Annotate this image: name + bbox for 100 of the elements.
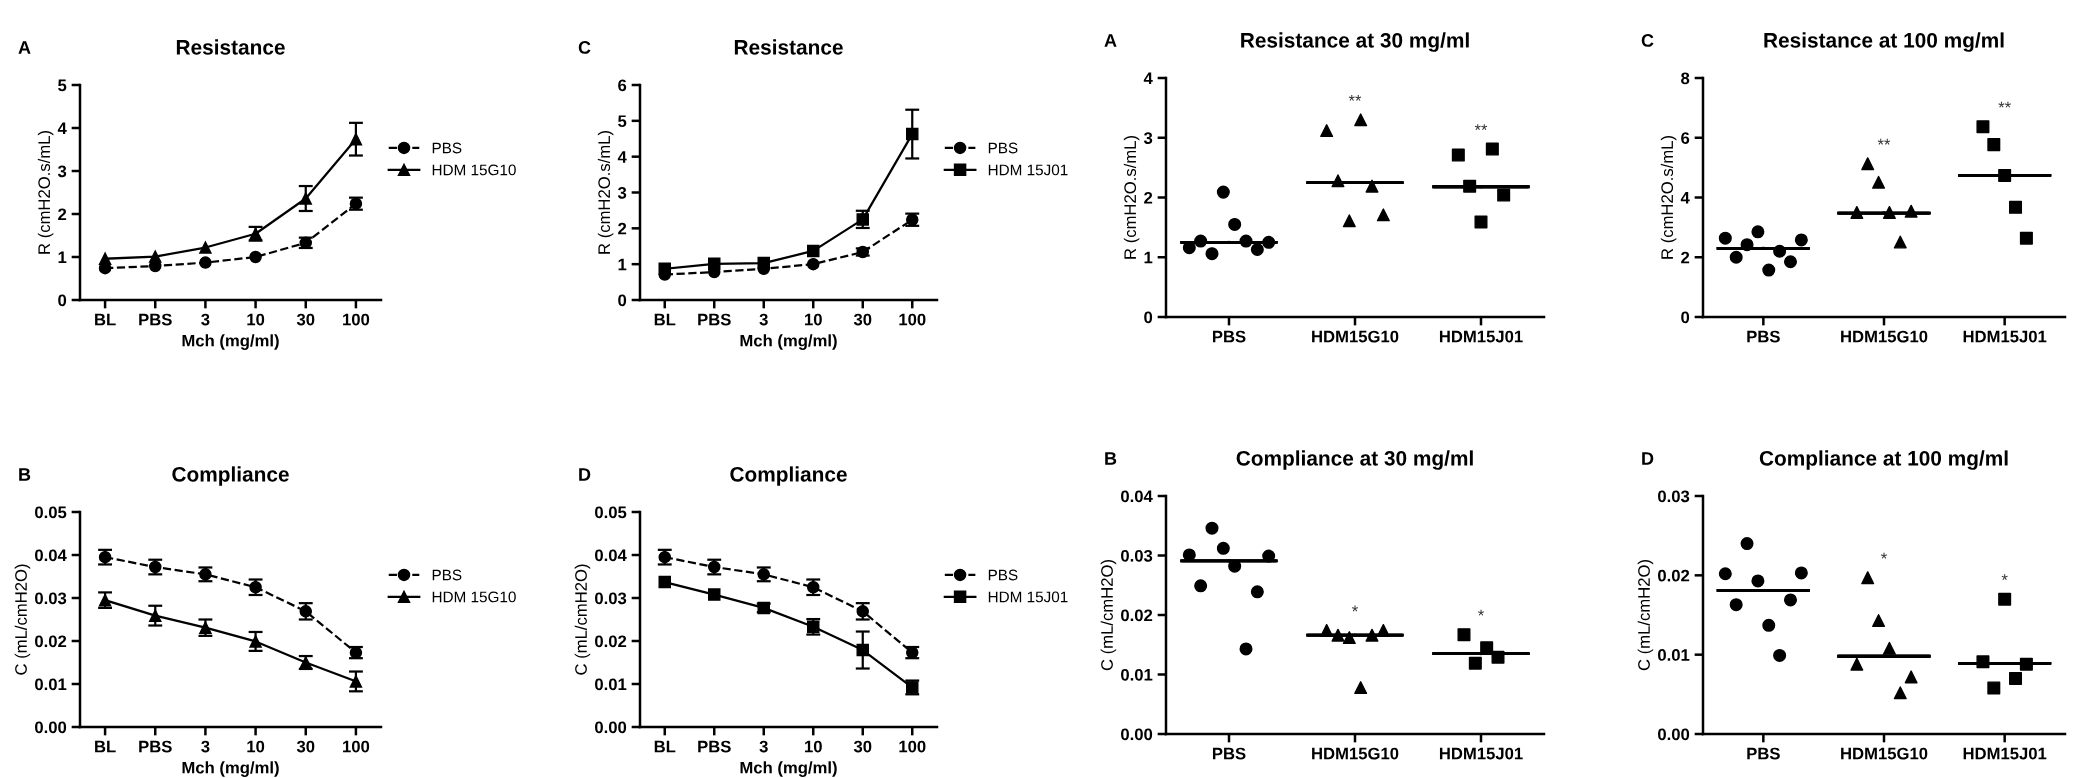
point <box>757 256 771 270</box>
y-tick-label: 0.04 <box>1121 490 1153 503</box>
legend-label: HDM 15J01 <box>988 164 1068 176</box>
y-axis-title: R (cmH2O.s/mL) <box>1123 136 1140 259</box>
annotation: ** <box>1998 101 2011 108</box>
x-tick-label: 30 <box>853 313 872 326</box>
legend-label: HDM 15J01 <box>988 591 1068 603</box>
y-tick-label: 0.03 <box>595 592 627 605</box>
legend-label: PBS <box>432 142 462 154</box>
text: C <box>578 41 591 54</box>
x-tick-label: BL <box>654 740 676 753</box>
y-axis-title: R (cmH2O.s/mL) <box>1660 136 1677 259</box>
y-tick-label: 1 <box>1144 251 1153 264</box>
y-tick-label: 3 <box>1143 132 1153 144</box>
point <box>98 252 112 265</box>
text: B <box>19 468 31 481</box>
y-axis-title: C (mL/cmH2O) <box>1100 560 1117 671</box>
y-tick-label: 5 <box>58 79 67 92</box>
point <box>199 256 212 269</box>
point <box>856 213 870 226</box>
x-tick-label: PBS <box>698 740 731 753</box>
y-tick-label: 0.03 <box>1658 490 1690 503</box>
y-tick-label: 0.04 <box>595 549 627 562</box>
point <box>806 244 820 258</box>
y-tick-label: 2 <box>1144 191 1153 204</box>
chart-title: Resistance at 30 mg/ml <box>1241 32 1469 52</box>
y-tick-label: 1 <box>58 251 67 264</box>
y-tick-label: 2 <box>618 222 627 235</box>
legend-label: HDM 15G10 <box>432 591 516 603</box>
y-tick-label: 6 <box>1681 132 1690 144</box>
x-axis-title: Mch (mg/ml) <box>740 334 837 350</box>
point <box>707 257 721 271</box>
y-tick-label: 0.01 <box>595 678 627 691</box>
y-tick-label: 4 <box>1143 72 1153 85</box>
x-tick-label: BL <box>95 313 116 326</box>
y-tick-label: 0.05 <box>595 506 627 519</box>
y-axis-title: C (mL/cmH2O) <box>14 564 31 675</box>
text: B <box>1105 452 1117 465</box>
text: A <box>18 41 31 54</box>
y-axis-title: C (mL/cmH2O) <box>574 564 591 675</box>
text: C <box>1641 34 1654 47</box>
y-tick-label: 0.02 <box>595 635 627 648</box>
point <box>658 575 672 589</box>
y-tick-label: 0.03 <box>1121 549 1153 562</box>
x-tick-label: PBS <box>1747 747 1780 760</box>
x-tick-label: 100 <box>899 740 926 753</box>
y-tick-label: 0.00 <box>1121 728 1153 741</box>
y-tick-label: 0.00 <box>35 721 67 734</box>
annotation: ** <box>1474 124 1488 131</box>
x-tick-label: HDM15G10 <box>1312 330 1399 343</box>
point <box>249 250 262 264</box>
chart-title: Compliance <box>172 466 289 486</box>
legend-label: PBS <box>432 569 462 581</box>
x-tick-label: HDM15J01 <box>1439 747 1523 760</box>
y-tick-label: 0.00 <box>1658 728 1690 741</box>
x-tick-label: 3 <box>201 313 210 326</box>
y-tick-label: 0.05 <box>35 506 67 519</box>
point <box>148 250 162 263</box>
y-tick-label: 0.02 <box>1658 569 1690 582</box>
x-tick-label: PBS <box>1212 330 1246 343</box>
x-tick-label: PBS <box>139 740 172 753</box>
y-axis-title: R (cmH2O.s/mL) <box>37 131 54 254</box>
legend-label: HDM 15G10 <box>432 164 516 176</box>
y-axis-title: C (mL/cmH2O) <box>1637 560 1654 671</box>
y-tick-label: 2 <box>1681 251 1690 264</box>
x-tick-label: BL <box>654 313 676 326</box>
point <box>806 257 820 271</box>
x-axis-title: Mch (mg/ml) <box>182 761 279 777</box>
point <box>707 588 721 601</box>
point <box>199 241 212 254</box>
x-tick-label: PBS <box>698 313 731 326</box>
y-axis-title: R (cmH2O.s/mL) <box>597 131 614 254</box>
chart-title: Resistance at 100 mg/ml <box>1764 32 2004 52</box>
x-tick-label: BL <box>95 740 116 753</box>
x-axis-title: Mch (mg/ml) <box>182 334 279 350</box>
chart-title: Compliance at 100 mg/ml <box>1759 450 2008 470</box>
x-tick-label: HDM15J01 <box>1963 747 2047 760</box>
x-tick-label: PBS <box>1212 747 1246 760</box>
x-tick-label: 10 <box>805 740 822 753</box>
legend-label: PBS <box>988 142 1018 154</box>
annotation: * <box>1478 609 1484 616</box>
text: D <box>1642 452 1654 465</box>
chart-title: Resistance <box>176 39 285 55</box>
text: D <box>579 468 591 481</box>
x-tick-label: 10 <box>247 740 265 753</box>
x-tick-label: 100 <box>343 740 370 753</box>
x-tick-label: HDM15J01 <box>1963 330 2047 343</box>
y-tick-label: 5 <box>618 115 627 128</box>
annotation: ** <box>1877 138 1891 145</box>
y-tick-label: 0.00 <box>595 721 627 734</box>
y-tick-label: 3 <box>617 186 627 199</box>
x-tick-label: PBS <box>139 313 172 326</box>
y-tick-label: 0 <box>1681 311 1690 324</box>
y-tick-label: 0 <box>618 294 627 307</box>
legend-label: PBS <box>988 569 1018 581</box>
y-tick-label: 0 <box>58 294 67 307</box>
y-tick-label: 4 <box>1680 192 1690 204</box>
y-tick-label: 4 <box>57 122 67 135</box>
x-tick-label: 30 <box>296 313 315 326</box>
x-tick-label: 3 <box>201 740 210 753</box>
